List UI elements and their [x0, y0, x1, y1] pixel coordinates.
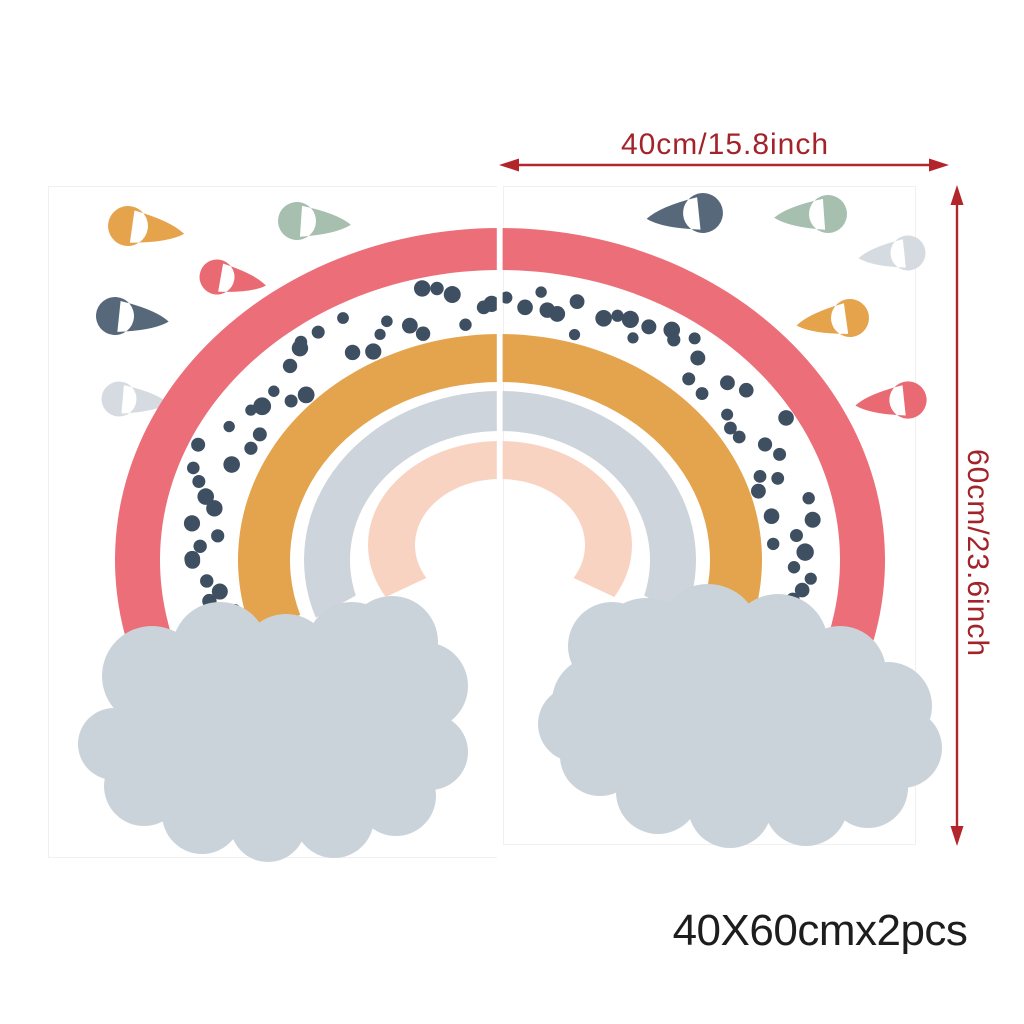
dimension-arrows	[499, 158, 964, 846]
raindrop-red	[855, 381, 927, 419]
raindrop-navy	[96, 297, 169, 335]
raindrop-sage	[278, 202, 351, 240]
right-cloud	[538, 584, 942, 848]
raindrop-orange	[796, 299, 869, 337]
raindrop-red	[199, 259, 266, 295]
left-cloud	[78, 596, 468, 862]
raindrops-group	[96, 193, 927, 419]
product-size-text: 40X60cmx2pcs	[672, 906, 968, 955]
raindrop-sage	[774, 195, 847, 233]
raindrop-orange	[108, 206, 185, 246]
raindrop-lightgray	[101, 381, 169, 417]
raindrop-lightgray	[858, 235, 926, 271]
raindrop-navy	[646, 193, 723, 233]
panel-split-gap	[496, 186, 503, 858]
width-dimension-label: 40cm/15.8inch	[620, 128, 830, 161]
rainbow-band-gray	[304, 390, 696, 618]
rainbow-band-orange	[237, 333, 763, 630]
rainbow-bands-group	[115, 228, 885, 652]
clouds-group	[78, 584, 942, 862]
height-dimension-label: 60cm/23.6inch	[961, 448, 994, 658]
rainbow-band-peach	[368, 441, 632, 597]
